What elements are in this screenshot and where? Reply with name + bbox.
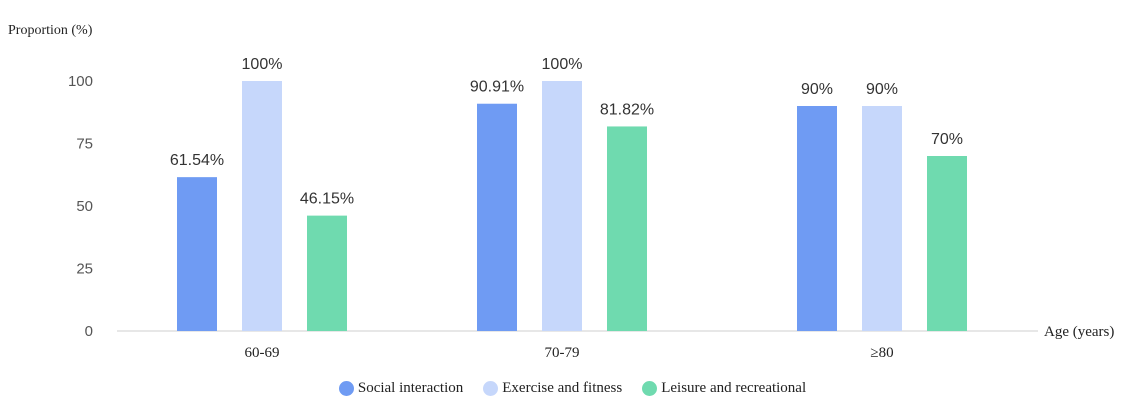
- legend-swatch: [642, 381, 658, 396]
- data-label: 81.82%: [600, 101, 654, 118]
- bar: [797, 106, 837, 331]
- y-tick-label: 0: [85, 323, 93, 340]
- y-tick-label: 75: [76, 136, 93, 153]
- data-label: 100%: [542, 56, 583, 73]
- bar: [477, 103, 517, 331]
- bar: [542, 81, 582, 331]
- y-tick-label: 50: [76, 198, 93, 215]
- category-label: ≥80: [870, 345, 893, 361]
- legend-item: Leisure and recreational: [642, 380, 806, 397]
- legend: Social interaction Exercise and fitness Le…: [0, 380, 1145, 397]
- legend-label: Social interaction: [357, 380, 464, 396]
- data-label: 46.15%: [300, 191, 354, 208]
- category-labels: 60-69 70-79 ≥80: [245, 345, 894, 361]
- bars: [177, 81, 967, 331]
- data-label: 90%: [801, 81, 833, 98]
- bar: [242, 81, 282, 331]
- legend-swatch: [483, 381, 499, 396]
- y-tick-label: 25: [76, 261, 93, 278]
- legend-label: Exercise and fitness: [502, 380, 623, 396]
- data-label: 90%: [866, 81, 898, 98]
- bar-chart: Proportion (%) 0 25 50 75 100 61.54% 100% 46.1…: [8, 23, 1114, 361]
- legend-item: Social interaction: [338, 380, 464, 397]
- y-axis-ticks: 0 25 50 75 100: [68, 73, 93, 340]
- y-axis-label: Proportion (%): [8, 23, 93, 38]
- bar: [177, 177, 217, 331]
- legend-item: Exercise and fitness: [483, 380, 622, 397]
- y-tick-label: 100: [68, 73, 93, 90]
- data-label: 70%: [931, 131, 963, 148]
- category-label: 70-79: [545, 345, 580, 361]
- category-label: 60-69: [245, 345, 280, 361]
- bar: [862, 106, 902, 331]
- bar: [607, 126, 647, 331]
- data-label: 90.91%: [470, 79, 524, 96]
- bar: [927, 156, 967, 331]
- data-label: 61.54%: [170, 152, 224, 169]
- x-axis-label: Age (years): [1044, 324, 1114, 340]
- legend-swatch: [338, 381, 354, 396]
- legend-label: Leisure and recreational: [661, 380, 807, 396]
- bar: [307, 215, 347, 331]
- data-labels: 61.54% 100% 46.15% 90.91% 100% 81.82% 90% 90% 70…: [170, 56, 963, 208]
- data-label: 100%: [242, 56, 283, 73]
